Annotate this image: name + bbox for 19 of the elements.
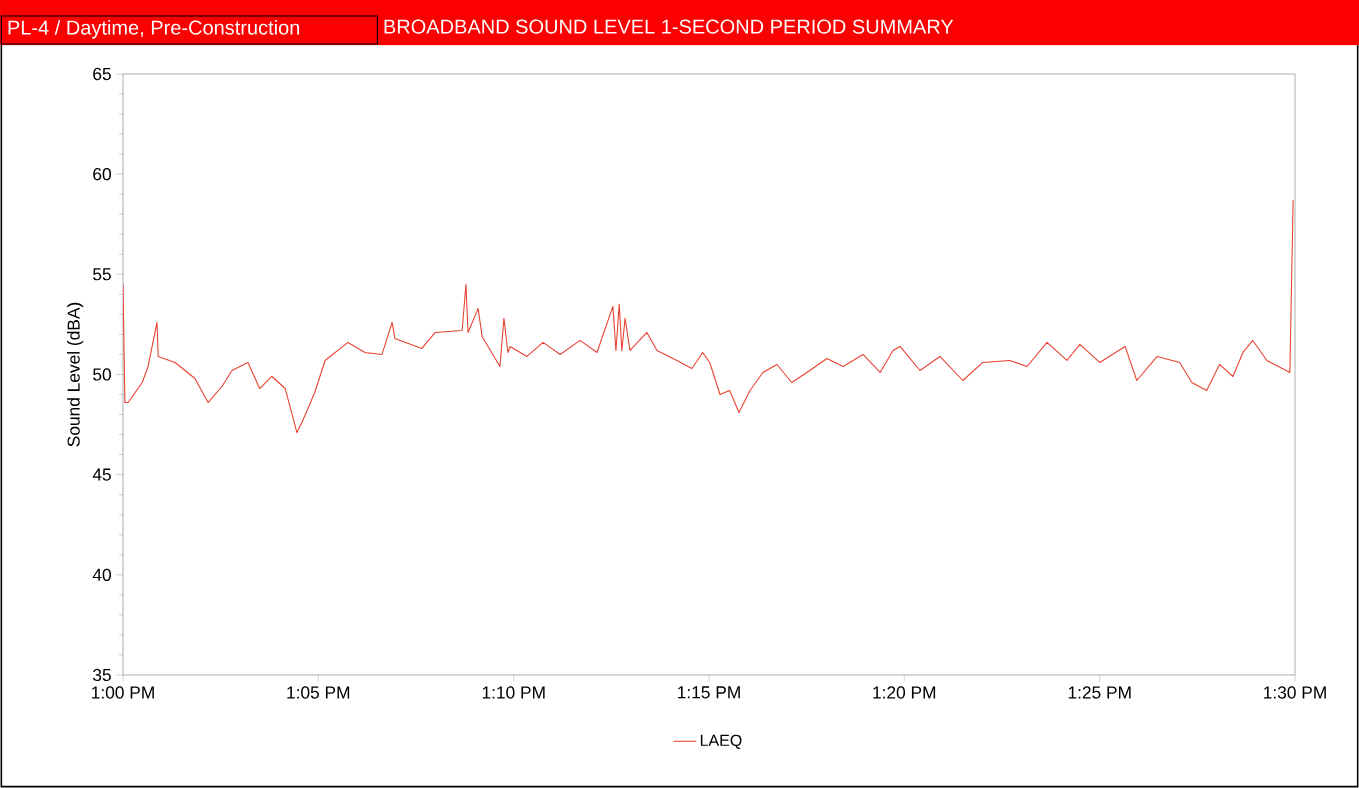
x-tick-label: 1:00 PM	[92, 686, 154, 699]
x-tick-label: 1:10 PM	[482, 686, 545, 699]
y-axis-title: Sound Level (dBA)	[67, 302, 84, 447]
chart-subtitle: BROADBAND SOUND LEVEL 1-SECOND PERIOD SUMMARY	[384, 19, 954, 34]
legend-label: LAEQ	[700, 734, 742, 749]
line-series	[123, 199, 1294, 434]
x-tick-label: 1:05 PM	[287, 686, 350, 699]
y-tick-label: 60	[93, 168, 111, 181]
x-tick-label: 1:25 PM	[1068, 686, 1131, 699]
y-tick-label: 40	[92, 568, 111, 581]
y-tick-label: 50	[93, 368, 111, 381]
chart-title: PL-4 / Daytime, Pre-Construction	[8, 20, 300, 39]
y-tick-label: 45	[92, 468, 111, 481]
x-tick-label: 1:30 PM	[1264, 686, 1326, 699]
x-tick-label: 1:20 PM	[873, 686, 936, 699]
x-tick-label: 1:15 PM	[678, 686, 740, 699]
y-tick-label: 65	[93, 67, 111, 81]
y-tick-label: 35	[93, 668, 111, 682]
y-tick-label: 55	[93, 268, 111, 281]
